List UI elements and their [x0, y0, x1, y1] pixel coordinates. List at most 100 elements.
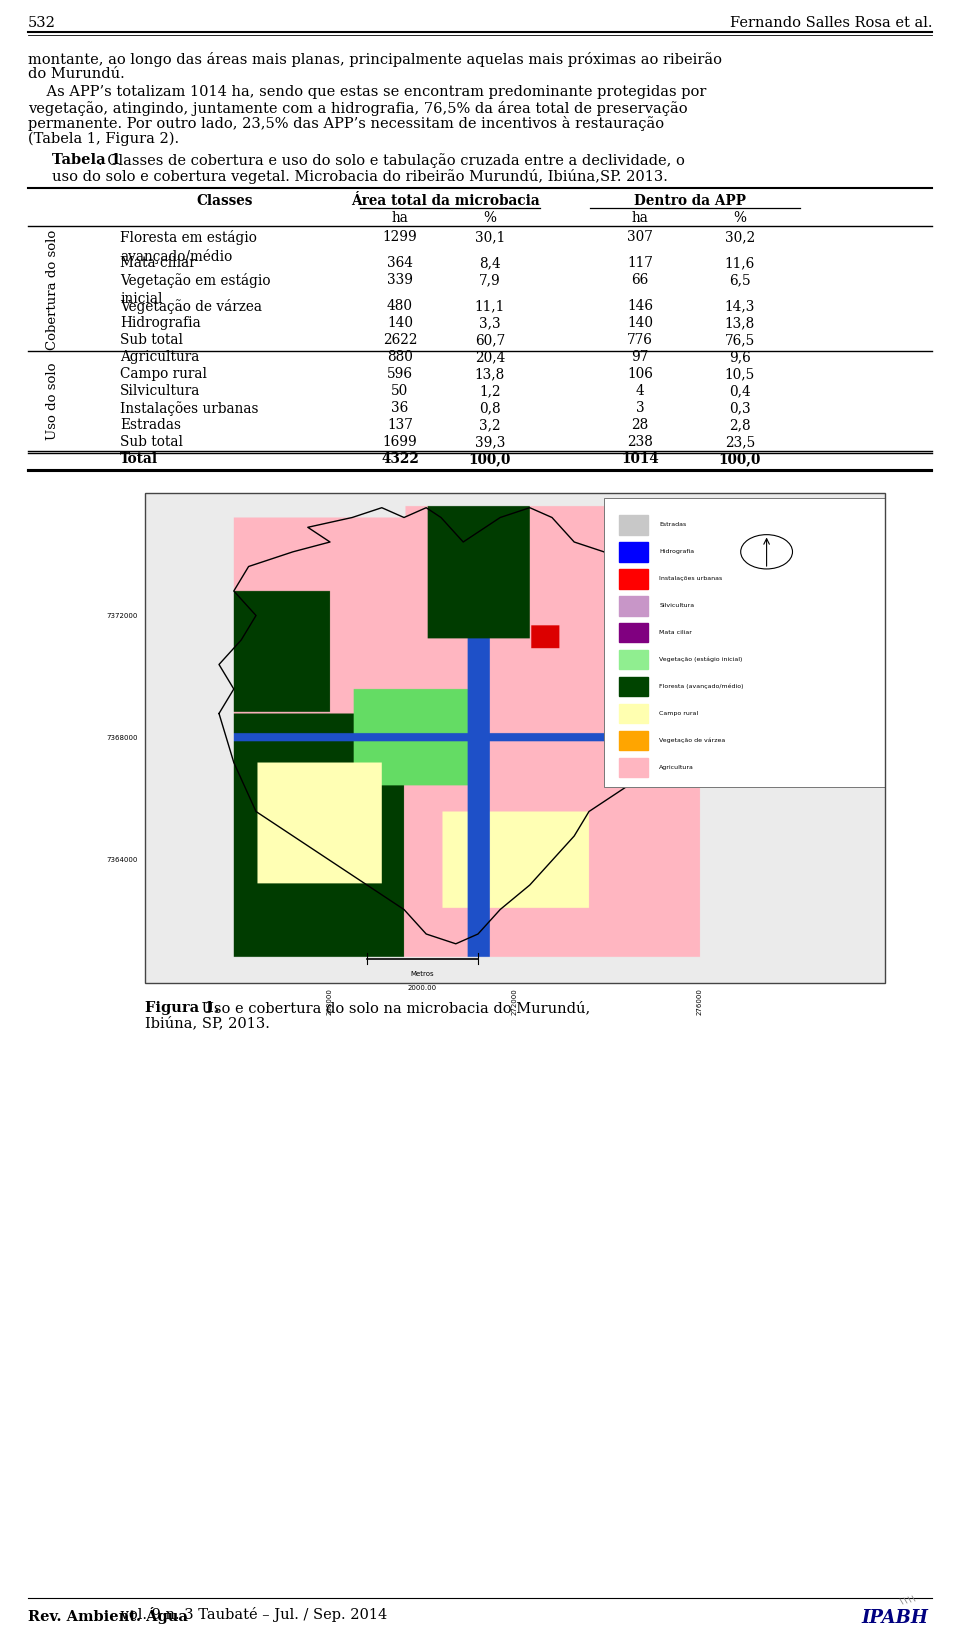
Text: Grid: Grid	[730, 520, 744, 525]
Text: 9,6: 9,6	[730, 350, 751, 364]
Text: 8,4: 8,4	[479, 256, 501, 271]
Text: Campo rural: Campo rural	[660, 711, 699, 715]
Bar	[618, 758, 648, 778]
Text: Mata ciliar: Mata ciliar	[660, 630, 692, 635]
Text: 14,3: 14,3	[725, 299, 756, 313]
Text: 7364000: 7364000	[107, 858, 137, 863]
Text: IPABH: IPABH	[861, 1608, 928, 1626]
Text: Total: Total	[120, 451, 158, 466]
FancyBboxPatch shape	[604, 497, 885, 788]
Text: 1299: 1299	[383, 230, 418, 245]
Bar	[618, 596, 648, 615]
Text: North: North	[786, 520, 806, 525]
Text: Vegetação de várzea: Vegetação de várzea	[660, 738, 726, 743]
Text: Estradas: Estradas	[120, 418, 181, 432]
Text: Silvicultura: Silvicultura	[120, 384, 201, 399]
Text: Sub total: Sub total	[120, 435, 183, 450]
Text: vegetação, atingindo, juntamente com a hidrografia, 76,5% da área total de prese: vegetação, atingindo, juntamente com a h…	[28, 100, 687, 115]
Text: %: %	[733, 212, 747, 225]
Bar	[618, 704, 648, 724]
Text: 238: 238	[627, 435, 653, 450]
Text: Floresta (avançado/médio): Floresta (avançado/médio)	[660, 684, 744, 689]
Text: Cobertura do solo: Cobertura do solo	[45, 230, 59, 350]
Text: 146: 146	[627, 299, 653, 313]
Bar	[618, 730, 648, 750]
Text: 6,5: 6,5	[730, 272, 751, 287]
Text: 66: 66	[632, 272, 649, 287]
Text: 13,8: 13,8	[725, 317, 756, 330]
Text: Dentro da APP: Dentro da APP	[634, 194, 746, 208]
Text: uso do solo e cobertura vegetal. Microbacia do ribeirão Murundú, Ibiúna,SP. 2013: uso do solo e cobertura vegetal. Microba…	[52, 169, 668, 184]
Text: 100,0: 100,0	[719, 451, 761, 466]
Text: 30,1: 30,1	[475, 230, 505, 245]
Text: . Classes de cobertura e uso do solo e tabulação cruzada entre a declividade, o: . Classes de cobertura e uso do solo e t…	[98, 153, 684, 167]
Text: 0,8: 0,8	[479, 400, 501, 415]
Text: 1,2: 1,2	[479, 384, 501, 399]
Text: Agricultura: Agricultura	[120, 350, 200, 364]
Text: 3: 3	[636, 400, 644, 415]
Text: 76,5: 76,5	[725, 333, 756, 346]
Text: Rev. Ambient. Água: Rev. Ambient. Água	[28, 1607, 188, 1625]
Text: Vegetação em estágio
inicial: Vegetação em estágio inicial	[120, 272, 271, 305]
Bar	[618, 569, 648, 589]
Bar	[618, 515, 648, 535]
Bar	[618, 650, 648, 670]
Text: 39,3: 39,3	[475, 435, 505, 450]
Text: As APP’s totalizam 1014 ha, sendo que estas se encontram predominante protegidas: As APP’s totalizam 1014 ha, sendo que es…	[28, 85, 707, 98]
Bar	[145, 492, 885, 983]
Text: Ibiúna, SP, 2013.: Ibiúna, SP, 2013.	[145, 1016, 270, 1031]
Text: Fernando Salles Rosa et al.: Fernando Salles Rosa et al.	[730, 16, 932, 30]
Text: 60,7: 60,7	[475, 333, 505, 346]
Text: 36: 36	[392, 400, 409, 415]
Text: 7368000: 7368000	[107, 735, 137, 742]
Text: Figura 1.: Figura 1.	[145, 1001, 220, 1016]
Text: 97: 97	[632, 350, 649, 364]
Text: 13,8: 13,8	[475, 368, 505, 381]
Text: ha: ha	[632, 212, 648, 225]
Text: 140: 140	[387, 317, 413, 330]
Text: 3,3: 3,3	[479, 317, 501, 330]
Text: Mata ciliar: Mata ciliar	[120, 256, 196, 271]
Text: Floresta em estágio
avançado/médio: Floresta em estágio avançado/médio	[120, 230, 257, 264]
Text: 596: 596	[387, 368, 413, 381]
Text: 1699: 1699	[383, 435, 418, 450]
Text: 364: 364	[387, 256, 413, 271]
Text: 1014: 1014	[621, 451, 659, 466]
Text: permanente. Por outro lado, 23,5% das APP’s necessitam de incentivos à restauraç: permanente. Por outro lado, 23,5% das AP…	[28, 117, 664, 131]
Bar	[618, 542, 648, 561]
Text: Agricultura: Agricultura	[660, 765, 694, 770]
Text: 4: 4	[636, 384, 644, 399]
Text: Instalações urbanas: Instalações urbanas	[660, 576, 723, 581]
Text: 140: 140	[627, 317, 653, 330]
Text: 2000.00: 2000.00	[408, 986, 437, 991]
Text: 137: 137	[387, 418, 413, 432]
Text: Classes: Classes	[197, 194, 253, 208]
Text: vol. 9 n. 3 Taubaté – Jul. / Sep. 2014: vol. 9 n. 3 Taubaté – Jul. / Sep. 2014	[116, 1607, 387, 1621]
Text: 20,4: 20,4	[475, 350, 505, 364]
Text: 880: 880	[387, 350, 413, 364]
Text: %: %	[484, 212, 496, 225]
Text: 10,5: 10,5	[725, 368, 756, 381]
Text: 2,8: 2,8	[730, 418, 751, 432]
Text: 100,0: 100,0	[468, 451, 511, 466]
Text: Sub total: Sub total	[120, 333, 183, 346]
Text: 11,6: 11,6	[725, 256, 756, 271]
Text: 0,4: 0,4	[730, 384, 751, 399]
Text: Vegetação (estágio inicial): Vegetação (estágio inicial)	[660, 656, 743, 663]
Text: 23,5: 23,5	[725, 435, 756, 450]
Text: Área total da microbacia: Área total da microbacia	[350, 194, 540, 208]
Text: 28: 28	[632, 418, 649, 432]
Text: 480: 480	[387, 299, 413, 313]
Text: 7372000: 7372000	[107, 612, 137, 619]
Text: 11,1: 11,1	[475, 299, 505, 313]
Text: 3,2: 3,2	[479, 418, 501, 432]
Text: 307: 307	[627, 230, 653, 245]
Text: montante, ao longo das áreas mais planas, principalmente aquelas mais próximas a: montante, ao longo das áreas mais planas…	[28, 53, 722, 67]
Text: 272000: 272000	[512, 988, 518, 1014]
Text: 776: 776	[627, 333, 653, 346]
Text: do Murundú.: do Murundú.	[28, 67, 125, 82]
Text: Campo rural: Campo rural	[120, 368, 207, 381]
Text: Hidrografia: Hidrografia	[660, 550, 694, 555]
Text: Uso do solo: Uso do solo	[45, 363, 59, 440]
Text: 532: 532	[28, 16, 56, 30]
